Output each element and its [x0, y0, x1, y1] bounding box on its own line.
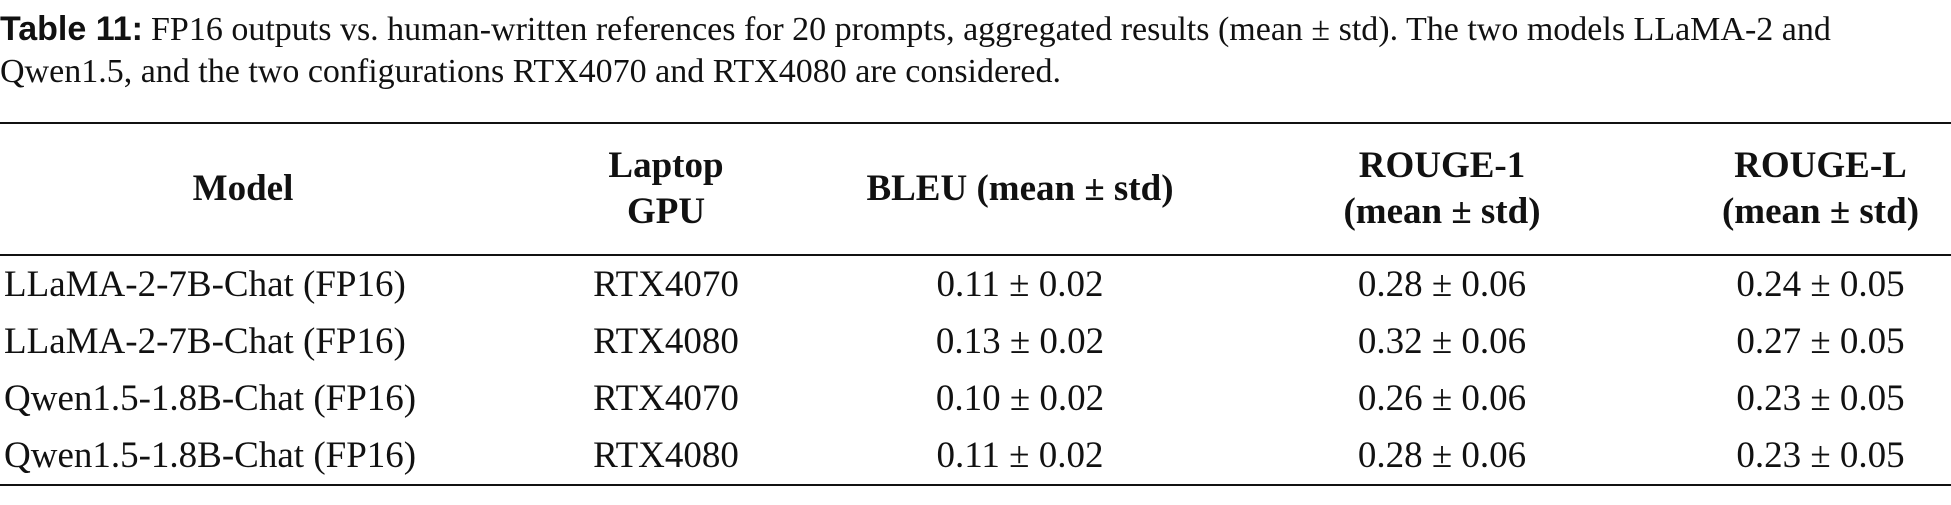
header-text: Laptop GPU: [608, 145, 724, 232]
header-text: ROUGE-L (mean ± std): [1721, 145, 1920, 232]
table-cell: 0.23 ± 0.05: [1736, 435, 1905, 476]
header-text: BLEU (mean ± std): [866, 168, 1174, 209]
table-cell: 0.27 ± 0.05: [1736, 321, 1905, 362]
table-cell: 0.32 ± 0.06: [1357, 321, 1527, 362]
caption-text: FP16 outputs vs. human-written reference…: [0, 11, 1831, 90]
table-cell: 0.28 ± 0.06: [1357, 264, 1527, 305]
table-cell: 0.23 ± 0.05: [1736, 378, 1905, 419]
table-cell: 0.11 ± 0.02: [936, 264, 1104, 305]
header-cell: Laptop GPU: [486, 123, 846, 255]
table-cell: 0.11 ± 0.02: [936, 435, 1104, 476]
table-cell: 0.28 ± 0.06: [1357, 435, 1527, 476]
caption: Table 11: FP16 outputs vs. human-written …: [0, 8, 1945, 93]
table-body: LLaMA-2-7B-Chat (FP16) RTX4070 0.11 ± 0.02…: [0, 255, 1951, 485]
header-cell: ROUGE-1 (mean ± std): [1194, 123, 1690, 255]
table-row: LLaMA-2-7B-Chat (FP16) RTX4080 0.13 ± 0.02…: [0, 313, 1951, 370]
table-cell: LLaMA-2-7B-Chat (FP16): [4, 264, 406, 305]
table-cell: RTX4070: [593, 378, 739, 419]
table-cell: 0.10 ± 0.02: [935, 378, 1105, 419]
table-cell: RTX4070: [593, 264, 739, 305]
table-row: Qwen1.5-1.8B-Chat (FP16) RTX4070 0.10 ± 0.…: [0, 370, 1951, 427]
table-cell: 0.26 ± 0.06: [1357, 378, 1527, 419]
header-cell: ROUGE-L (mean ± std): [1690, 123, 1951, 255]
table-cell: RTX4080: [593, 435, 739, 476]
table-row: Qwen1.5-1.8B-Chat (FP16) RTX4080 0.11 ± 0.…: [0, 427, 1951, 485]
table-cell: LLaMA-2-7B-Chat (FP16): [4, 321, 406, 362]
table-cell: Qwen1.5-1.8B-Chat (FP16): [4, 435, 417, 476]
header-row: Model Laptop GPU BLEU (mean ± std) ROUGE-1 …: [0, 123, 1951, 255]
table-cell: RTX4080: [593, 321, 739, 362]
results-table: Model Laptop GPU BLEU (mean ± std) ROUGE-1 …: [0, 122, 1951, 486]
table-row: LLaMA-2-7B-Chat (FP16) RTX4070 0.11 ± 0.02…: [0, 255, 1951, 313]
header-cell: BLEU (mean ± std): [846, 123, 1194, 255]
header-text: ROUGE-1 (mean ± std): [1343, 145, 1541, 232]
header-cell: Model: [0, 123, 486, 255]
table-cell: Qwen1.5-1.8B-Chat (FP16): [4, 378, 417, 419]
table-cell: 0.13 ± 0.02: [935, 321, 1105, 362]
caption-label: Table 11:: [0, 10, 143, 48]
table-cell: 0.24 ± 0.05: [1736, 264, 1905, 305]
header-text: Model: [192, 168, 294, 209]
